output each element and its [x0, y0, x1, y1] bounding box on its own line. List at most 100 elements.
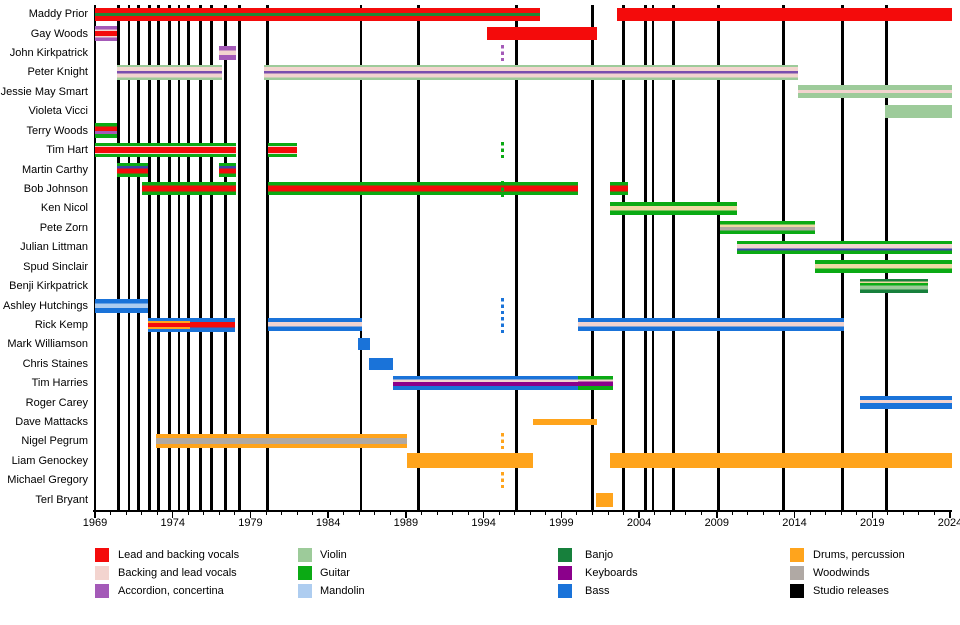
- x-axis-year-label: 2019: [860, 517, 885, 529]
- x-axis-minor-tick: [514, 511, 516, 515]
- y-axis-line: [94, 5, 96, 510]
- member-tenure-bar: [95, 123, 117, 139]
- legend-item-label: Mandolin: [320, 585, 365, 597]
- member-tenure-bar: [95, 26, 117, 42]
- guest-appearance-dash: [500, 297, 504, 314]
- x-axis-minor-tick: [374, 511, 376, 515]
- x-axis-minor-tick: [918, 511, 920, 515]
- legend-item-label: Studio releases: [813, 585, 889, 597]
- member-tenure-bar: [189, 317, 235, 332]
- member-name-label: Ashley Hutchings: [3, 299, 88, 312]
- x-axis-minor-tick: [856, 511, 858, 515]
- x-axis-minor-tick: [156, 511, 158, 515]
- studio-release-line: [238, 5, 241, 510]
- x-axis-minor-tick: [840, 511, 842, 515]
- x-axis-year-label: 1979: [238, 517, 263, 529]
- member-tenure-bar: [219, 46, 237, 61]
- x-axis-minor-tick: [576, 511, 578, 515]
- x-axis-minor-tick: [389, 511, 391, 515]
- guest-appearance-dash: [500, 316, 504, 333]
- legend-item-label: Banjo: [585, 549, 614, 561]
- member-name-label: Bob Johnson: [23, 182, 88, 195]
- member-tenure-bar: [533, 419, 598, 426]
- member-name-label: Nigel Pegrum: [21, 435, 88, 448]
- member-tenure-bar: [155, 434, 408, 449]
- member-tenure-bar: [737, 240, 952, 254]
- legend-item-label: Keyboards: [585, 567, 638, 579]
- legend-color-swatch: [558, 566, 572, 580]
- x-axis-major-tick: [171, 511, 174, 518]
- legend-item-label: Drums, percussion: [813, 549, 905, 561]
- member-tenure-bar: [147, 317, 190, 332]
- member-tenure-bar: [719, 221, 815, 235]
- studio-release-line: [177, 5, 181, 510]
- x-axis-minor-tick: [218, 511, 220, 515]
- x-axis-major-tick: [249, 511, 252, 518]
- x-axis-year-label: 2024: [937, 517, 960, 529]
- x-axis-minor-tick: [141, 511, 143, 515]
- x-axis-minor-tick: [591, 511, 593, 515]
- legend-color-swatch: [298, 584, 312, 598]
- x-axis-year-label: 2004: [626, 517, 652, 529]
- member-tenure-bar: [486, 27, 598, 41]
- x-axis-minor-tick: [358, 511, 360, 515]
- x-axis-minor-tick: [125, 511, 127, 515]
- x-axis-major-tick: [871, 511, 874, 518]
- x-axis-minor-tick: [312, 511, 314, 515]
- member-tenure-bar: [578, 318, 845, 332]
- studio-release-line: [157, 5, 160, 510]
- studio-release-line: [515, 5, 518, 510]
- member-tenure-bar: [116, 162, 148, 177]
- member-tenure-bar: [609, 182, 629, 196]
- studio-release-line: [359, 5, 363, 510]
- legend-color-swatch: [790, 566, 804, 580]
- x-axis-minor-tick: [203, 511, 205, 515]
- studio-release-line: [672, 5, 675, 510]
- legend-item-label: Backing and lead vocals: [118, 567, 237, 579]
- legend-color-swatch: [95, 566, 109, 580]
- member-tenure-bar: [595, 492, 613, 507]
- member-tenure-bar: [141, 182, 237, 196]
- x-axis-minor-tick: [778, 511, 780, 515]
- member-name-label: Liam Genockey: [11, 454, 88, 467]
- studio-release-line: [199, 5, 202, 510]
- guest-appearance-dash: [500, 433, 504, 450]
- legend-color-swatch: [558, 584, 572, 598]
- member-name-label: Violeta Vicci: [28, 105, 88, 118]
- x-axis-minor-tick: [529, 511, 531, 515]
- guest-appearance-dash: [500, 142, 504, 159]
- x-axis-minor-tick: [545, 511, 547, 515]
- x-axis-minor-tick: [700, 511, 702, 515]
- legend-color-swatch: [95, 548, 109, 562]
- x-axis-major-tick: [405, 511, 407, 518]
- member-tenure-bar: [797, 85, 952, 99]
- guest-appearance-dash: [500, 472, 504, 489]
- x-axis-minor-tick: [607, 511, 609, 515]
- studio-release-line: [651, 5, 655, 510]
- x-axis-minor-tick: [887, 511, 889, 515]
- studio-release-line: [622, 5, 625, 510]
- x-axis-year-label: 1989: [393, 517, 419, 529]
- x-axis-minor-tick: [685, 511, 687, 515]
- member-tenure-bar: [617, 7, 952, 21]
- studio-release-line: [127, 5, 131, 510]
- x-axis-minor-tick: [281, 511, 283, 515]
- studio-release-line: [841, 5, 844, 510]
- legend-color-swatch: [95, 584, 109, 598]
- member-name-label: Pete Zorn: [39, 221, 88, 234]
- member-tenure-bar: [357, 338, 371, 351]
- x-axis-year-label: 1974: [160, 517, 185, 529]
- member-name-label: John Kirkpatrick: [9, 47, 88, 60]
- studio-release-line: [782, 5, 785, 510]
- studio-release-line: [137, 5, 140, 510]
- member-name-label: Tim Harries: [31, 377, 88, 390]
- member-name-label: Dave Mattacks: [15, 416, 88, 429]
- legend-item-label: Woodwinds: [813, 567, 870, 579]
- legend-color-swatch: [790, 548, 804, 562]
- member-tenure-bar: [267, 182, 579, 196]
- member-tenure-bar: [609, 201, 738, 215]
- member-name-label: Peter Knight: [27, 66, 88, 79]
- member-tenure-bar: [95, 143, 237, 158]
- guest-appearance-dash: [500, 45, 504, 62]
